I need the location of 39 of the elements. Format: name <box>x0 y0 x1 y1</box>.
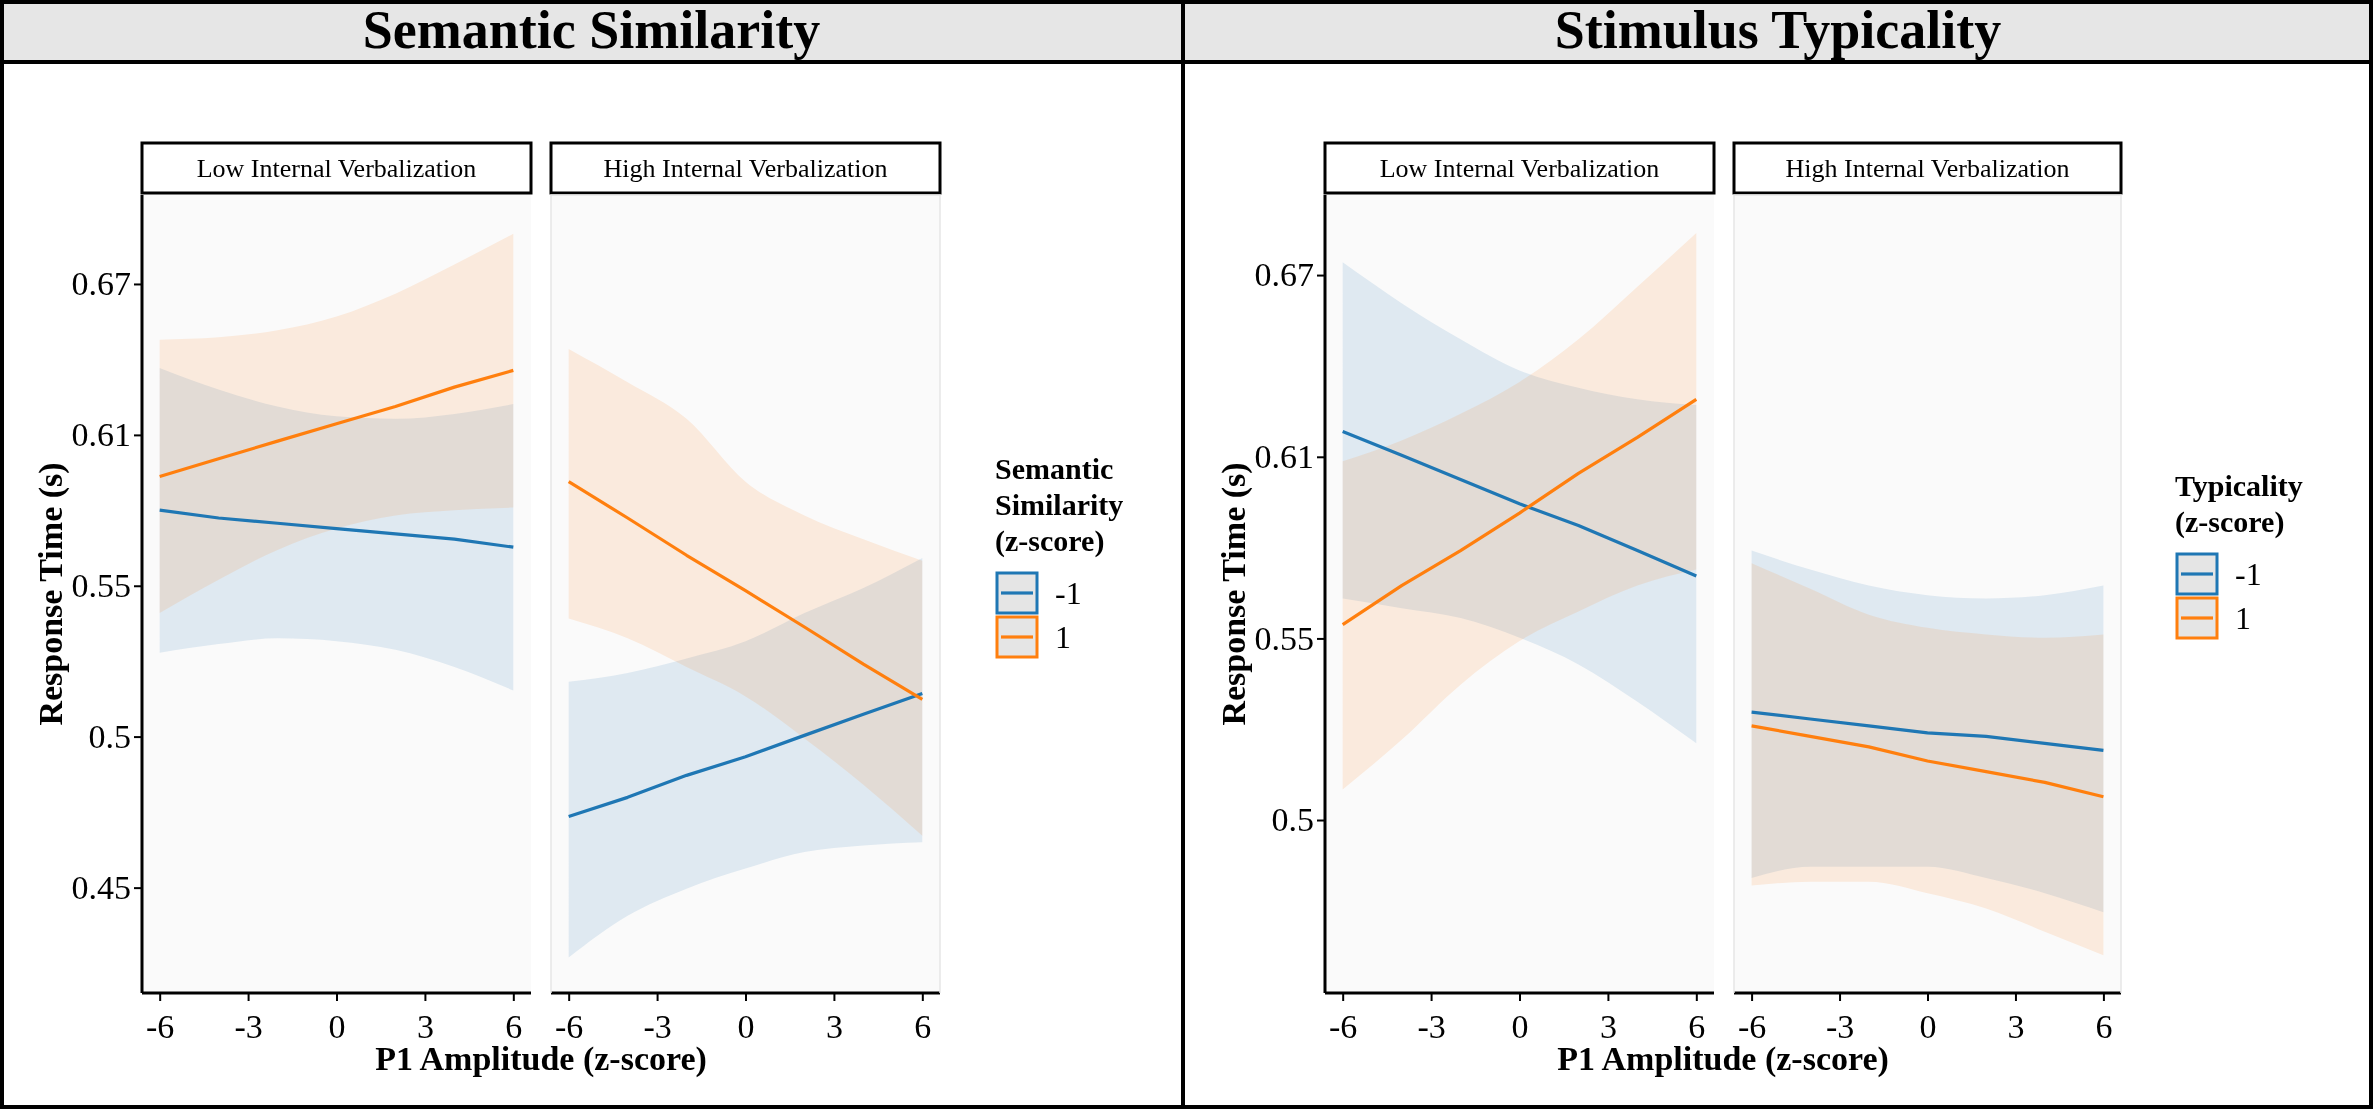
chart-title: Stimulus Typicality <box>1554 0 2002 60</box>
line-series <box>158 368 515 479</box>
x-tick-label: 3 <box>2007 1008 2025 1045</box>
y-tick-label: 0.5 <box>1271 801 1314 839</box>
legend-label: -1 <box>1055 575 1082 611</box>
y-tick-label: 0.45 <box>71 869 131 907</box>
y-tick-label: 0.55 <box>71 567 131 605</box>
legend-title: Typicality (z-score) <box>2175 469 2303 539</box>
line-series <box>158 508 515 549</box>
legend-label: 1 <box>2235 600 2251 636</box>
y-tick-label: 0.67 <box>71 265 131 303</box>
chart-subtitle: High Internal Verbalization <box>1785 154 2070 183</box>
x-tick-label: 6 <box>914 1008 932 1045</box>
legend-label: 1 <box>1055 619 1071 655</box>
chart-subtitle: Low Internal Verbalization <box>1379 154 1660 183</box>
y-tick-label: 0.5 <box>88 717 131 755</box>
x-tick-label: 0 <box>737 1008 755 1045</box>
legend-title: Semantic Similarity (z-score) <box>995 452 1124 558</box>
x-tick-label: 6 <box>2095 1008 2113 1045</box>
y-axis-title: Response Time (s) <box>32 462 70 726</box>
y-tick-label: 0.61 <box>71 416 131 454</box>
x-tick-label: 0 <box>1919 1008 1937 1045</box>
y-tick-label: 0.61 <box>1254 438 1314 476</box>
x-tick-label: 0 <box>1511 1008 1529 1045</box>
chart-subtitle: High Internal Verbalization <box>603 154 888 183</box>
line-series <box>1341 429 1698 578</box>
chart-title: Semantic Similarity <box>362 0 821 60</box>
y-tick-label: 0.67 <box>1254 256 1314 294</box>
legend-label: -1 <box>2235 556 2262 592</box>
x-tick-label: 0 <box>328 1008 346 1045</box>
x-tick-label: -3 <box>234 1008 263 1045</box>
y-axis-title: Response Time (s) <box>1215 462 1253 726</box>
line-series <box>1341 397 1698 627</box>
x-tick-label: -6 <box>1329 1008 1358 1045</box>
x-tick-label: 3 <box>825 1008 843 1045</box>
x-tick-label: -6 <box>146 1008 175 1045</box>
x-tick-label: -3 <box>1417 1008 1446 1045</box>
chart-subtitle: Low Internal Verbalization <box>196 154 477 183</box>
y-tick-label: 0.55 <box>1254 619 1314 657</box>
